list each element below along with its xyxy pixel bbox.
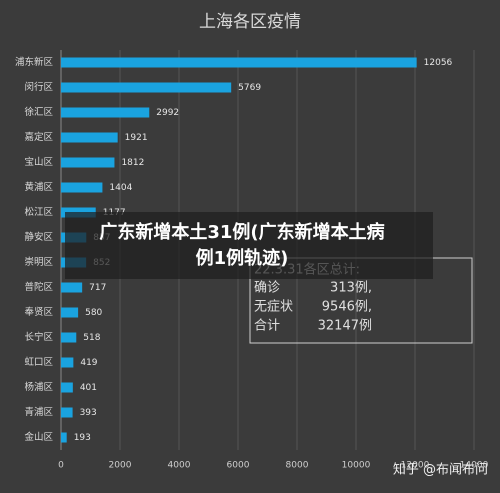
y-tick-label: 奉贤区: [24, 306, 53, 318]
annotation-value: 32147例: [318, 319, 372, 334]
y-tick-label: 青浦区: [24, 406, 53, 418]
y-tick-label: 宝山区: [24, 156, 53, 168]
value-label: 1404: [109, 183, 132, 193]
bar: [61, 182, 103, 193]
annotation-label: 无症状: [254, 300, 293, 315]
value-label: 401: [80, 383, 97, 393]
value-label: 518: [83, 333, 100, 343]
x-tick-label: 4000: [168, 461, 191, 471]
y-tick-label: 松江区: [24, 206, 53, 218]
x-tick-label: 8000: [286, 461, 309, 471]
bar: [61, 432, 67, 443]
bar: [61, 282, 83, 293]
bar: [61, 382, 73, 393]
annotation-label: 确诊: [254, 281, 280, 296]
y-tick-label: 黄浦区: [24, 181, 53, 193]
bar: [61, 332, 77, 343]
y-tick-label: 嘉定区: [24, 131, 53, 143]
bar: [61, 57, 417, 68]
watermark: 知乎 @布闻布问: [393, 462, 488, 478]
annotation-value: 313例,: [330, 281, 372, 296]
value-label: 193: [74, 433, 91, 443]
x-tick-label: 10000: [342, 461, 371, 471]
y-tick-label: 金山区: [24, 431, 53, 443]
caption-line: 广东新增本土31例(广东新增本土病: [99, 221, 384, 243]
value-label: 12056: [424, 58, 453, 68]
y-tick-label: 普陀区: [24, 281, 53, 293]
bar: [61, 157, 115, 168]
x-tick-label: 12000: [401, 461, 430, 471]
bar: [61, 82, 232, 93]
y-tick-label: 杨浦区: [24, 381, 53, 393]
x-tick-label: 14000: [460, 461, 489, 471]
y-tick-label: 徐汇区: [24, 106, 53, 118]
value-label: 5769: [238, 83, 261, 93]
bar: [61, 407, 73, 418]
y-tick-label: 崇明区: [24, 257, 53, 268]
value-label: 1812: [121, 158, 144, 168]
y-tick-label: 静安区: [24, 231, 53, 243]
y-tick-label: 闵行区: [24, 81, 53, 93]
x-tick-label: 0: [58, 461, 64, 471]
annotation-value: 9546例,: [322, 300, 372, 315]
value-label: 580: [85, 308, 102, 318]
value-label: 419: [80, 358, 97, 368]
caption-line: 例1例轨迹): [196, 247, 289, 269]
value-label: 393: [80, 408, 97, 418]
value-label: 717: [89, 283, 106, 293]
chart-title: 上海各区疫情: [199, 12, 301, 32]
y-tick-label: 虹口区: [24, 357, 53, 368]
x-tick-label: 6000: [227, 461, 250, 471]
bar: [61, 132, 118, 143]
value-label: 1921: [125, 133, 148, 143]
y-tick-label: 长宁区: [24, 331, 53, 343]
caption-backdrop: [65, 212, 433, 279]
x-tick-label: 2000: [109, 461, 132, 471]
y-tick-label: 浦东新区: [15, 56, 54, 68]
bar: [61, 307, 79, 318]
annotation-label: 合计: [254, 319, 280, 334]
value-label: 2992: [156, 108, 179, 118]
bar: [61, 107, 150, 118]
bar: [61, 357, 74, 368]
